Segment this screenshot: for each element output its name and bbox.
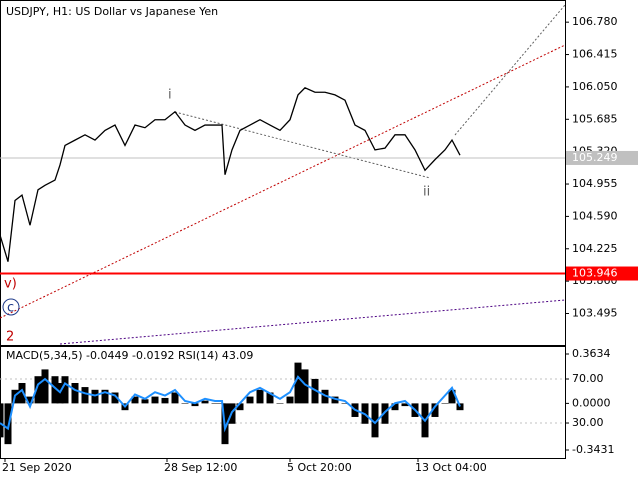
x-tick-label: 21 Sep 2020 xyxy=(2,461,72,474)
price-label-box xyxy=(566,266,638,281)
macd-bar xyxy=(34,376,42,404)
macd-bar xyxy=(276,403,284,404)
price-label-box xyxy=(566,150,638,165)
macd-bar xyxy=(301,369,309,404)
trend-line xyxy=(59,299,566,345)
macd-bar xyxy=(131,396,139,404)
macd-bar xyxy=(381,403,389,424)
macd-bar xyxy=(371,403,379,438)
y-tick-label: 104.955 xyxy=(572,177,618,190)
wave-label: 2 xyxy=(6,330,14,345)
y-tick-label: 105.685 xyxy=(572,112,618,125)
macd-bar xyxy=(26,396,34,404)
chart-title: USDJPY, H1: US Dollar vs Japanese Yen xyxy=(6,5,218,18)
y-tick-label: 0.0000 xyxy=(572,396,611,409)
y-tick-label: 103.495 xyxy=(572,307,618,320)
wave-circle xyxy=(2,298,20,316)
y-tick-label: 70.00 xyxy=(572,372,604,385)
macd-bar xyxy=(286,396,294,404)
macd-bar xyxy=(161,397,169,404)
price-line xyxy=(0,87,461,262)
x-tick-label: 5 Oct 20:00 xyxy=(287,461,352,474)
y-tick-label: 106.050 xyxy=(572,80,618,93)
macd-bar xyxy=(266,392,274,404)
macd-bar xyxy=(256,389,264,404)
x-tick-label: 28 Sep 12:00 xyxy=(164,461,237,474)
macd-bar xyxy=(456,403,464,411)
macd-bar xyxy=(211,403,219,404)
indicator-title: MACD(5,34,5) -0.0449 -0.0192 RSI(14) 43.… xyxy=(6,349,253,362)
macd-bar xyxy=(311,378,319,404)
y-tick-label: 106.415 xyxy=(572,48,618,61)
macd-bar xyxy=(341,403,349,404)
price-label: 103.946 xyxy=(572,267,618,280)
macd-bar xyxy=(18,383,26,404)
x-tick-label: 13 Oct 04:00 xyxy=(415,461,487,474)
y-tick-label: 104.225 xyxy=(572,242,618,255)
macd-bar xyxy=(41,369,49,404)
wave-label: v) xyxy=(4,277,17,292)
macd-bar xyxy=(71,383,79,404)
price-label: 105.249 xyxy=(572,151,618,164)
macd-bar xyxy=(151,396,159,404)
macd-bar xyxy=(321,389,329,404)
macd-bar xyxy=(111,392,119,404)
projection-line xyxy=(454,4,566,136)
macd-bar xyxy=(101,389,109,404)
wave-label: c xyxy=(7,301,14,316)
macd-bar xyxy=(51,376,59,404)
macd-bar xyxy=(246,396,254,404)
wave-label: i xyxy=(168,88,172,103)
macd-bar xyxy=(401,403,409,407)
macd-bar xyxy=(181,403,189,404)
macd-bar xyxy=(91,389,99,404)
indicator-panel xyxy=(0,346,566,459)
y-tick-label: 104.590 xyxy=(572,209,618,222)
macd-bar xyxy=(191,403,199,407)
macd-bar xyxy=(441,403,449,404)
main-panel xyxy=(0,0,566,346)
macd-bar xyxy=(294,362,302,404)
macd-bar xyxy=(81,387,89,404)
macd-bar xyxy=(236,403,244,411)
rsi-line xyxy=(0,375,461,433)
macd-bar xyxy=(431,403,439,417)
macd-bar xyxy=(391,403,399,411)
y-tick-label: 0.3634 xyxy=(572,347,611,360)
y-tick-label: 106.780 xyxy=(572,15,618,28)
macd-bar xyxy=(141,399,149,404)
y-tick-label: -0.3431 xyxy=(572,443,614,456)
macd-bar xyxy=(331,396,339,404)
macd-bar xyxy=(0,403,4,438)
macd-bar xyxy=(171,392,179,404)
trend-line xyxy=(0,44,566,319)
macd-bar xyxy=(201,400,209,404)
wave-label: ii xyxy=(423,185,430,200)
macd-bar xyxy=(448,389,456,404)
y-tick-label: 30.00 xyxy=(572,416,604,429)
macd-bar xyxy=(61,376,69,404)
